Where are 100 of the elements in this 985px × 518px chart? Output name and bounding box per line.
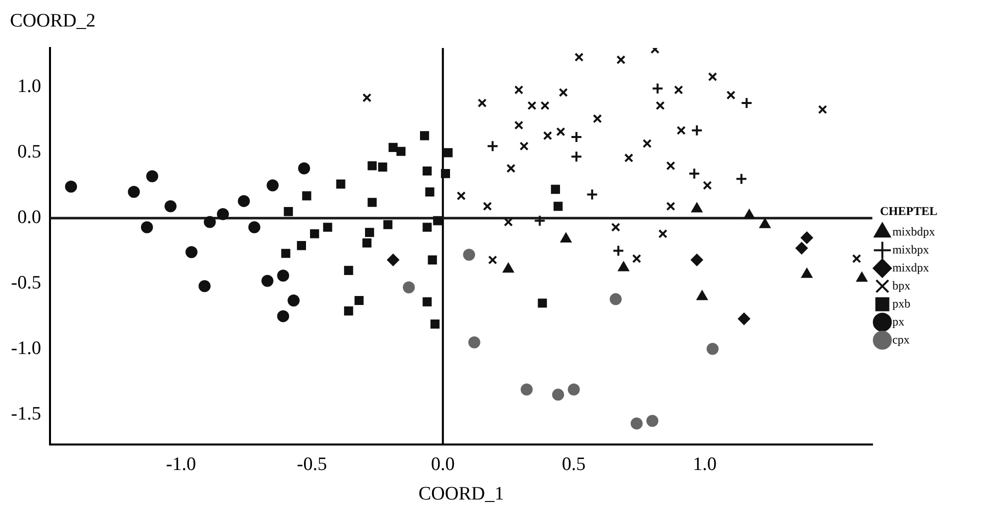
x-tick-label: 1.0	[692, 454, 717, 475]
point	[425, 187, 434, 196]
point	[204, 216, 216, 228]
point	[556, 127, 566, 136]
point	[488, 255, 498, 264]
legend-label: mixbpx	[892, 242, 930, 256]
point	[422, 297, 432, 306]
x-tick-label: -0.5	[296, 454, 327, 475]
point	[456, 191, 466, 200]
point	[656, 101, 665, 110]
point	[738, 312, 750, 325]
point	[706, 342, 719, 355]
point	[702, 180, 712, 190]
point	[216, 208, 229, 220]
y-tick-label: 0.5	[17, 142, 42, 163]
y-tick-label: -1.0	[11, 338, 42, 359]
point	[463, 248, 476, 261]
point	[558, 88, 568, 98]
point	[383, 220, 392, 230]
point	[540, 101, 550, 110]
point	[482, 202, 492, 211]
x-tick-label: -1.0	[166, 454, 196, 475]
point	[676, 126, 686, 135]
y-tick-label: 1.0	[17, 76, 42, 98]
legend-label: px	[892, 314, 904, 328]
point	[140, 221, 153, 234]
point	[468, 336, 480, 348]
point	[652, 82, 664, 95]
legend-label: mixbdpx	[892, 224, 936, 238]
legend-title: CHEPTEL	[880, 204, 938, 218]
point	[708, 72, 718, 82]
point	[534, 214, 546, 227]
point	[527, 101, 536, 110]
point	[560, 233, 572, 243]
point	[248, 221, 260, 234]
point	[362, 238, 372, 248]
point	[520, 383, 533, 396]
point	[503, 263, 514, 273]
point	[433, 216, 442, 226]
point	[514, 120, 524, 130]
point	[800, 232, 813, 244]
point	[164, 200, 177, 212]
point	[430, 320, 440, 329]
point	[592, 114, 602, 124]
point	[198, 280, 211, 292]
point	[514, 85, 524, 94]
point	[735, 172, 748, 185]
point	[796, 242, 808, 254]
point	[618, 262, 629, 272]
point	[362, 93, 372, 102]
point	[624, 153, 634, 162]
point	[298, 162, 310, 174]
point	[616, 55, 626, 64]
point	[610, 293, 622, 306]
point	[570, 150, 582, 163]
point	[760, 218, 770, 228]
legend-label: bpx	[892, 278, 910, 292]
point	[543, 131, 552, 140]
point	[696, 290, 708, 300]
y-axis-title: COORD_2	[10, 10, 96, 32]
point	[344, 266, 354, 275]
point	[646, 414, 658, 427]
point	[422, 222, 432, 232]
point	[486, 140, 499, 152]
point	[688, 168, 700, 180]
point	[632, 254, 642, 264]
point	[726, 90, 736, 100]
point	[552, 388, 564, 401]
point	[550, 184, 560, 194]
point	[666, 161, 676, 170]
legend-label: pxb	[892, 296, 910, 310]
point	[365, 228, 374, 237]
point	[388, 142, 398, 152]
point	[368, 161, 377, 170]
point	[586, 188, 598, 201]
point	[296, 241, 306, 250]
point	[238, 195, 250, 208]
point	[185, 246, 198, 258]
point	[261, 274, 274, 287]
point	[128, 186, 140, 198]
point	[422, 166, 432, 176]
x-tick-label: 0.0	[431, 454, 455, 475]
point	[440, 169, 450, 178]
point	[658, 229, 668, 238]
point	[284, 206, 293, 216]
point	[504, 217, 513, 227]
point	[368, 198, 377, 207]
point	[570, 130, 582, 143]
point	[802, 268, 812, 278]
point	[354, 296, 364, 306]
point	[420, 131, 430, 140]
point	[554, 202, 563, 211]
point	[856, 272, 868, 282]
point	[630, 417, 643, 430]
point	[277, 310, 290, 322]
point	[692, 202, 702, 212]
point	[574, 52, 584, 62]
point	[690, 254, 703, 266]
point	[612, 244, 624, 257]
point	[568, 383, 580, 396]
